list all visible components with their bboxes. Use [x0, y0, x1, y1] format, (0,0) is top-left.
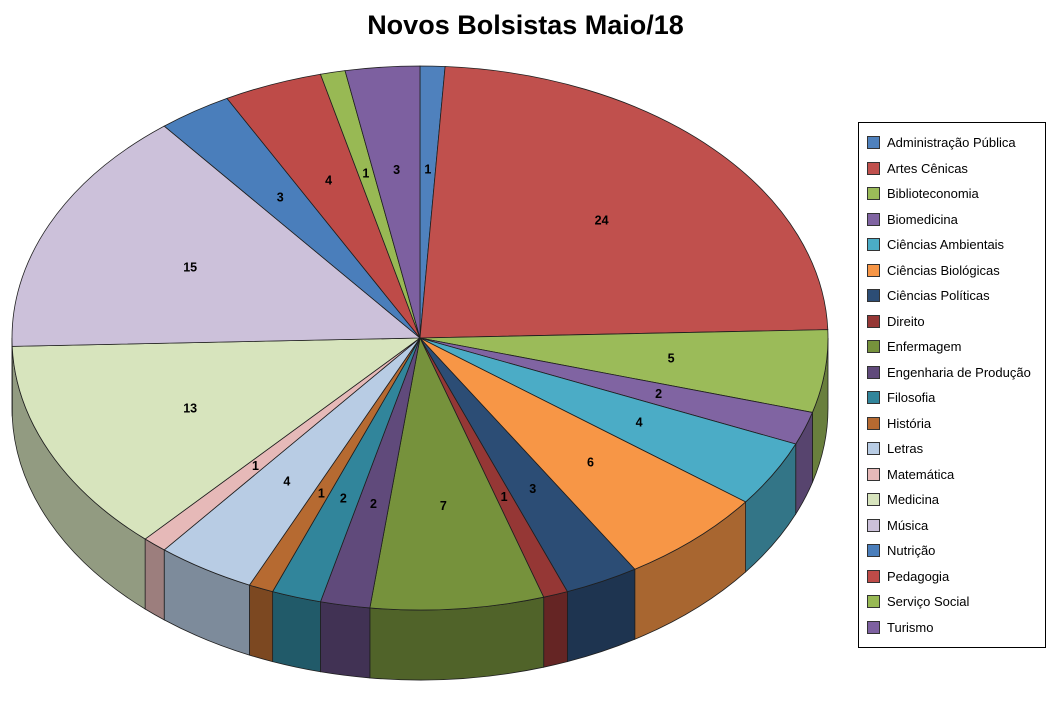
pie-slice [369, 336, 545, 611]
pie-slice [11, 125, 422, 347]
legend-swatch [867, 212, 880, 226]
legend-label: Biblioteconomia [887, 186, 979, 202]
legend-item: Biblioteconomia [867, 181, 1039, 207]
pie-slice [419, 337, 747, 570]
legend-label: Filosofia [887, 390, 936, 406]
slice-value-label: 2 [655, 387, 662, 401]
legend-swatch [867, 340, 880, 354]
legend-swatch [867, 493, 880, 507]
legend-label: Nutrição [887, 543, 936, 559]
legend-swatch [867, 391, 880, 405]
pie-slice-wall [249, 584, 274, 663]
legend-item: Enfermagem [867, 334, 1039, 360]
legend-item: Administração Pública [867, 130, 1039, 156]
pie-slice-wall [272, 591, 321, 673]
legend-item: História [867, 411, 1039, 437]
slice-value-label: 1 [362, 166, 369, 180]
legend-item: Pedagogia [867, 564, 1039, 590]
legend-label: Direito [887, 313, 925, 329]
legend-label: Ciências Ambientais [887, 237, 1005, 253]
legend-item: Biomedicina [867, 207, 1039, 233]
legend-swatch [867, 314, 880, 328]
slice-value-label: 3 [529, 482, 536, 496]
slice-value-label: 3 [277, 190, 284, 204]
pie-slice [419, 66, 829, 339]
slice-value-label: 1 [252, 459, 259, 473]
legend-item: Medicina [867, 487, 1039, 513]
legend-label: Artes Cênicas [887, 160, 968, 176]
slice-value-label: 13 [183, 401, 197, 415]
slice-value-label: 7 [440, 499, 447, 513]
legend-item: Serviço Social [867, 589, 1039, 615]
slice-value-label: 2 [340, 492, 347, 506]
legend-item: Engenharia de Produção [867, 360, 1039, 386]
legend-label: Música [887, 517, 929, 533]
legend-item: Letras [867, 436, 1039, 462]
legend-item: Artes Cênicas [867, 156, 1039, 182]
legend-swatch [867, 442, 880, 456]
slice-value-label: 4 [636, 415, 643, 429]
legend-label: Pedagogia [887, 568, 950, 584]
legend-label: Engenharia de Produção [887, 364, 1031, 380]
legend-swatch [867, 263, 880, 277]
legend-item: Ciências Biológicas [867, 258, 1039, 284]
legend-swatch [867, 289, 880, 303]
chart-title: Novos Bolsistas Maio/18 [367, 10, 684, 40]
pie-slice-wall [144, 538, 165, 621]
pie-slice-wall [320, 601, 371, 679]
legend-swatch [867, 238, 880, 252]
legend-item: Matemática [867, 462, 1039, 488]
legend-swatch [867, 467, 880, 481]
slice-value-label: 4 [283, 474, 290, 488]
legend-label: Ciências Políticas [887, 288, 990, 304]
legend-label: Medicina [887, 492, 940, 508]
slice-value-label: 6 [587, 456, 594, 470]
legend-swatch [867, 595, 880, 609]
legend-swatch [867, 569, 880, 583]
slice-value-label: 24 [595, 214, 609, 228]
legend-label: Enfermagem [887, 339, 962, 355]
pie-slice [344, 65, 421, 339]
slice-value-label: 1 [318, 486, 325, 500]
legend-swatch [867, 518, 880, 532]
legend-label: Biomedicina [887, 211, 958, 227]
legend-swatch [867, 620, 880, 634]
legend-swatch [867, 161, 880, 175]
legend-item: Direito [867, 309, 1039, 335]
legend-swatch [867, 136, 880, 150]
slice-value-label: 4 [325, 174, 332, 188]
legend-item: Música [867, 513, 1039, 539]
legend-item: Filosofia [867, 385, 1039, 411]
slice-value-label: 1 [424, 162, 431, 176]
legend-label: Ciências Biológicas [887, 262, 1000, 278]
legend-item: Ciências Políticas [867, 283, 1039, 309]
slice-value-label: 15 [183, 261, 197, 275]
slice-value-label: 3 [393, 163, 400, 177]
legend-item: Nutrição [867, 538, 1039, 564]
slice-value-label: 5 [668, 352, 675, 366]
legend-swatch [867, 416, 880, 430]
chart-legend: Administração Pública Artes Cênicas Biblio… [858, 122, 1046, 648]
legend-label: Serviço Social [887, 594, 970, 610]
legend-swatch [867, 544, 880, 558]
legend-item: Turismo [867, 615, 1039, 641]
legend-label: Letras [887, 441, 924, 457]
legend-swatch [867, 187, 880, 201]
legend-swatch [867, 365, 880, 379]
legend-label: Turismo [887, 619, 934, 635]
legend-label: Administração Pública [887, 135, 1016, 151]
legend-label: Matemática [887, 466, 955, 482]
pie-slice [11, 337, 422, 540]
pie-slice-wall [543, 591, 568, 668]
slice-value-label: 1 [501, 490, 508, 504]
legend-item: Ciências Ambientais [867, 232, 1039, 258]
legend-label: História [887, 415, 932, 431]
slice-value-label: 2 [370, 497, 377, 511]
